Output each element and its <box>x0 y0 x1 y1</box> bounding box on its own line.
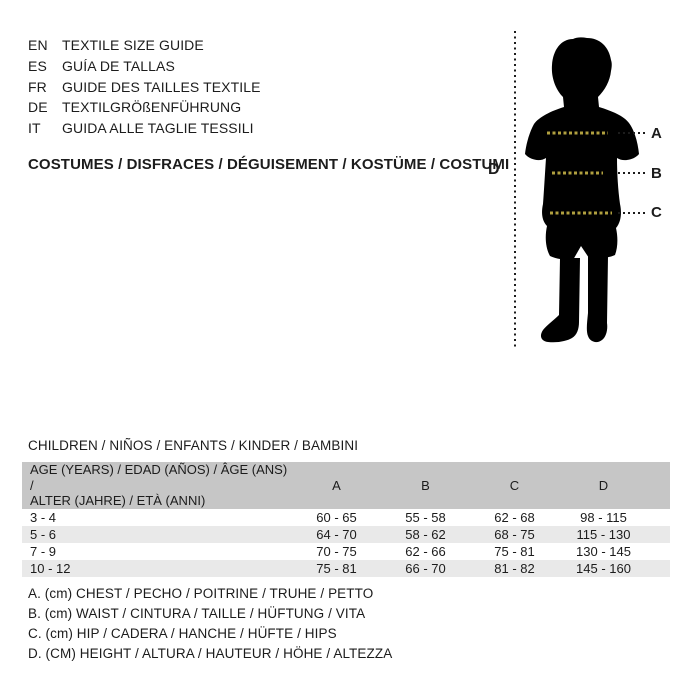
language-guide-item: IT GUIDA ALLE TAGLIE TESSILI <box>28 118 261 139</box>
language-guide-item: DE TEXTILGRÖßENFÜHRUNG <box>28 97 261 118</box>
age-column-header: AGE (YEARS) / EDAD (AÑOS) / ÂGE (ANS) / … <box>22 462 292 509</box>
hip-cell: 62 - 68 <box>494 509 535 525</box>
table-row: 3 - 4 60 - 65 55 - 58 62 - 68 98 - 115 <box>22 509 670 526</box>
age-cell: 10 - 12 <box>22 559 292 577</box>
height-cell: 98 - 115 <box>580 509 627 525</box>
guide-title-translation: GUIDA ALLE TAGLIE TESSILI <box>62 120 254 136</box>
guide-title-translation: GUIDE DES TAILLES TEXTILE <box>62 78 261 95</box>
table-row: 10 - 12 75 - 81 66 - 70 81 - 82 145 - 16… <box>22 559 670 577</box>
chest-cell: 70 - 75 <box>316 543 357 559</box>
age-cell: 5 - 6 <box>22 525 292 543</box>
column-header-c: C <box>470 462 559 509</box>
table-row: 5 - 6 64 - 70 58 - 62 68 - 75 115 - 130 <box>22 525 670 543</box>
language-code: EN <box>28 37 48 53</box>
children-section-title: CHILDREN / NIÑOS / ENFANTS / KINDER / BA… <box>28 438 359 453</box>
guide-title-translation: TEXTILGRÖßENFÜHRUNG <box>62 99 242 116</box>
child-silhouette-figure <box>514 31 646 347</box>
age-header-line1: AGE (YEARS) / EDAD (AÑOS) / ÂGE (ANS) / <box>30 462 288 493</box>
language-guide-list: EN TEXTILE SIZE GUIDE ES GUÍA DE TALLAS … <box>28 35 261 139</box>
chest-cell: 60 - 65 <box>316 509 357 525</box>
table-header-row: AGE (YEARS) / EDAD (AÑOS) / ÂGE (ANS) / … <box>22 462 670 509</box>
age-cell: 3 - 4 <box>30 509 57 525</box>
height-cell: 145 - 160 <box>559 559 670 577</box>
chest-measure-label: A <box>651 125 662 142</box>
language-guide-item: ES GUÍA DE TALLAS <box>28 56 261 77</box>
waist-cell: 66 - 70 <box>381 559 470 577</box>
legend-item-height: D. (CM) HEIGHT / ALTURA / HAUTEUR / HÖHE… <box>28 646 393 661</box>
legend-item-chest: A. (cm) CHEST / PECHO / POITRINE / TRUHE… <box>28 586 374 601</box>
age-header-line2: ALTER (JAHRE) / ETÀ (ANNI) <box>30 493 206 508</box>
column-header-b: B <box>381 462 470 509</box>
hip-cell: 75 - 81 <box>494 543 535 559</box>
height-measure-label: D <box>488 161 500 178</box>
language-code: ES <box>28 57 47 74</box>
size-table: AGE (YEARS) / EDAD (AÑOS) / ÂGE (ANS) / … <box>22 462 670 577</box>
hip-measure-label: C <box>651 204 662 221</box>
height-cell: 130 - 145 <box>576 543 631 559</box>
guide-title-translation: GUÍA DE TALLAS <box>62 57 175 74</box>
waist-measure-label: B <box>651 165 662 182</box>
hip-cell: 68 - 75 <box>470 525 559 543</box>
hip-cell: 81 - 82 <box>470 559 559 577</box>
age-cell: 7 - 9 <box>30 543 57 559</box>
language-code: FR <box>28 78 47 95</box>
language-code: DE <box>28 99 48 116</box>
measurement-figure: A B C D <box>470 20 700 360</box>
child-silhouette <box>525 37 639 343</box>
column-header-a: A <box>292 462 381 509</box>
language-code: IT <box>28 120 41 136</box>
chest-cell: 75 - 81 <box>292 559 381 577</box>
chest-cell: 64 - 70 <box>292 525 381 543</box>
language-guide-item: EN TEXTILE SIZE GUIDE <box>28 35 261 56</box>
guide-title-translation: TEXTILE SIZE GUIDE <box>62 37 204 53</box>
legend-item-waist: B. (cm) WAIST / CINTURA / TAILLE / HÜFTU… <box>28 606 366 621</box>
table-row: 7 - 9 70 - 75 62 - 66 75 - 81 130 - 145 <box>22 543 670 560</box>
height-cell: 115 - 130 <box>559 525 670 543</box>
waist-cell: 55 - 58 <box>405 509 446 525</box>
measurement-legend: A. (cm) CHEST / PECHO / POITRINE / TRUHE… <box>28 584 392 664</box>
waist-cell: 62 - 66 <box>405 543 446 559</box>
column-header-d: D <box>559 462 670 509</box>
waist-cell: 58 - 62 <box>381 525 470 543</box>
language-guide-item: FR GUIDE DES TAILLES TEXTILE <box>28 77 261 98</box>
legend-item-hip: C. (cm) HIP / CADERA / HANCHE / HÜFTE / … <box>28 626 337 641</box>
category-title: COSTUMES / DISFRACES / DÉGUISEMENT / KOS… <box>28 156 510 173</box>
